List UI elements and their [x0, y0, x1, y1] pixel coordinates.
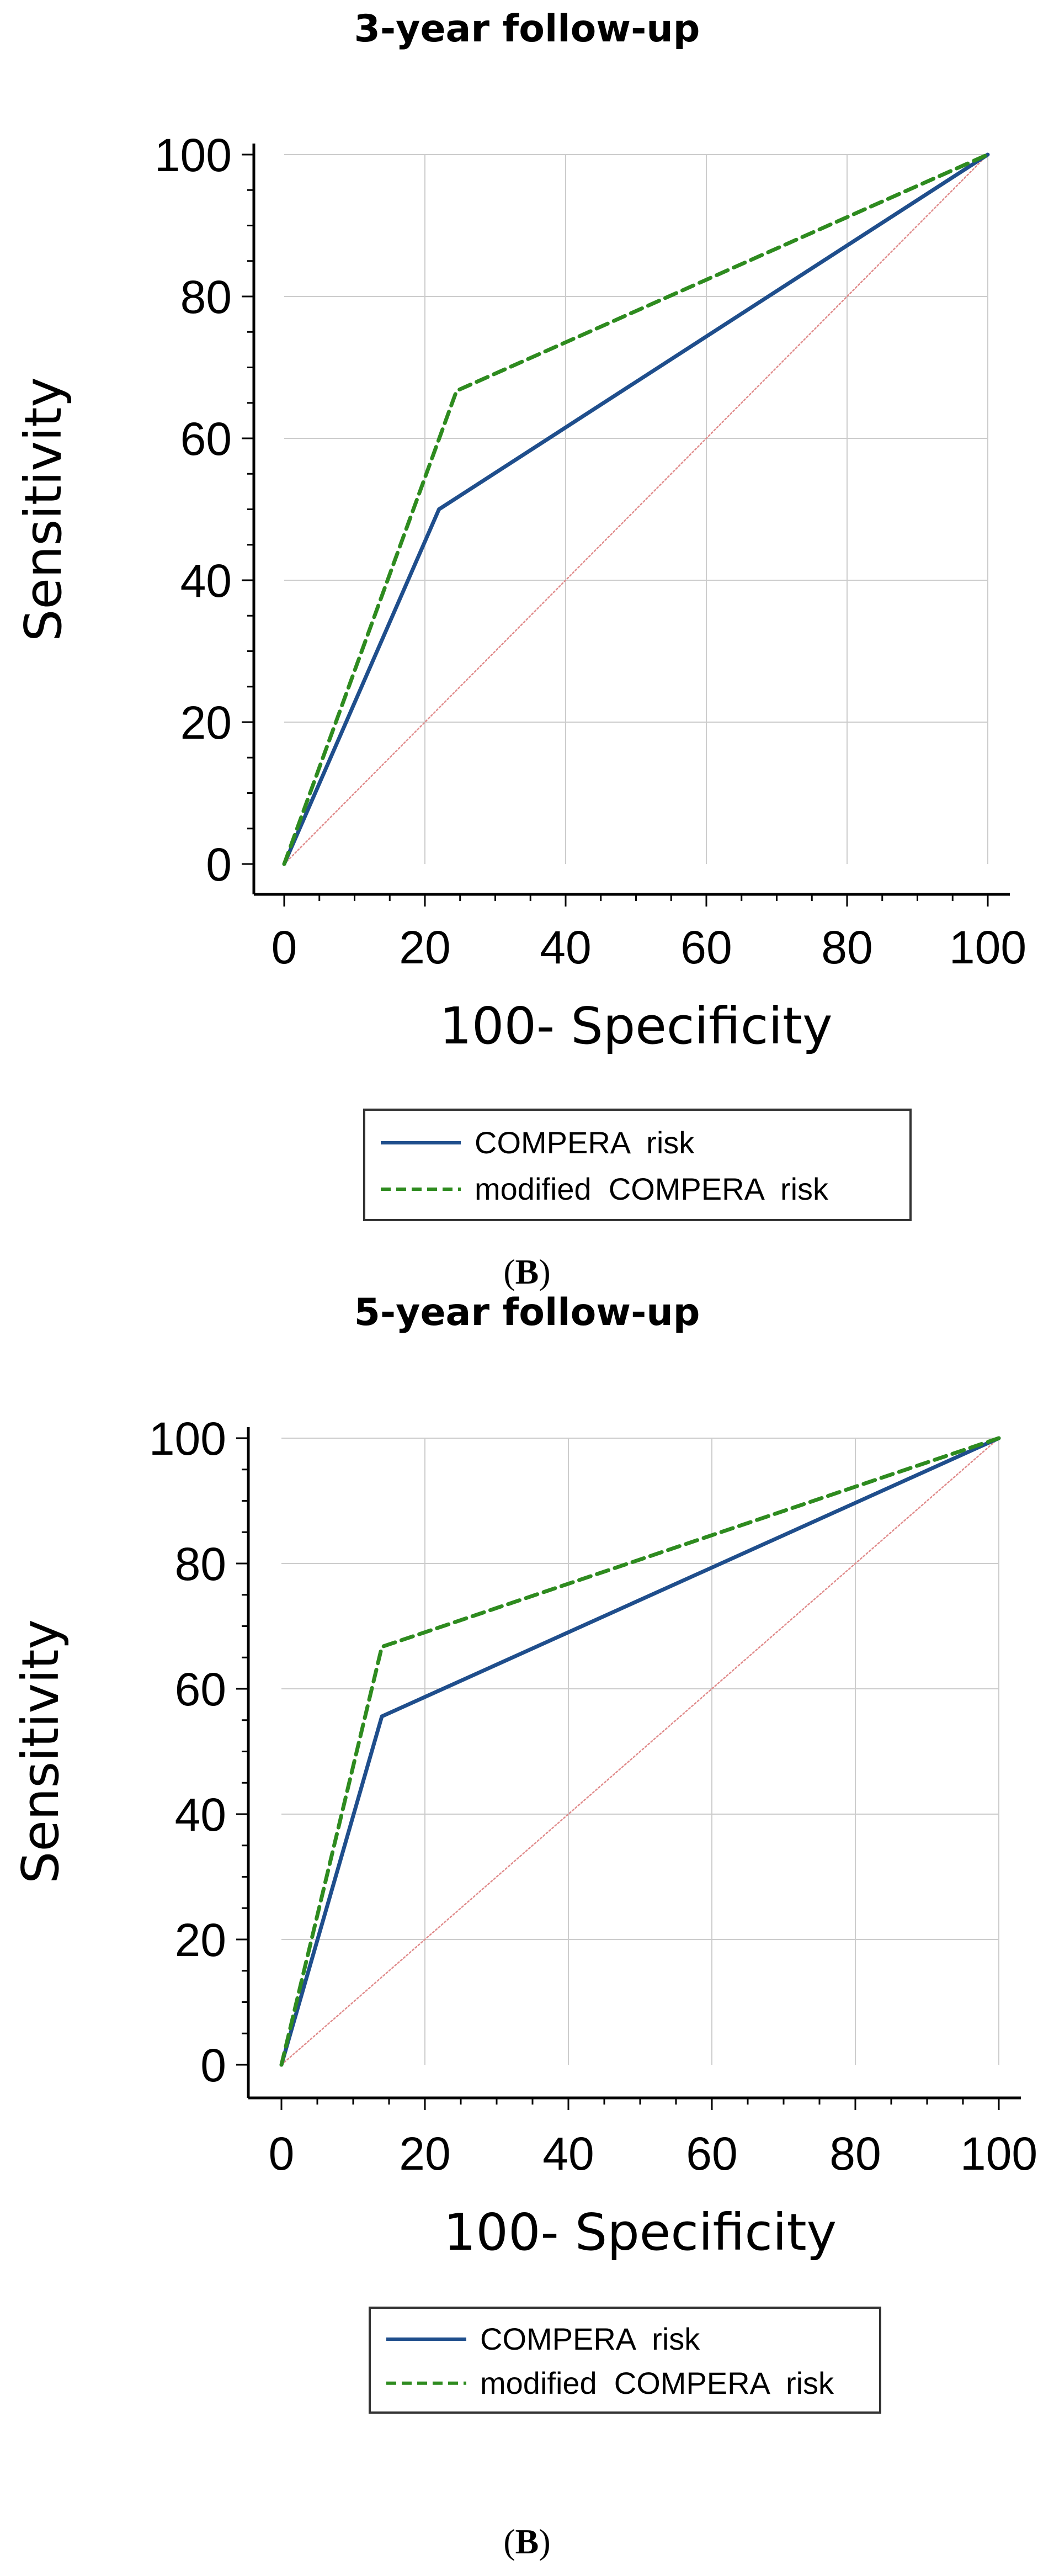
legend: COMPERA risk modified COMPERA risk: [363, 1109, 912, 1221]
y-axis-label: Sensitivity: [11, 1619, 70, 1884]
x-tick-label: 60: [686, 2128, 737, 2180]
legend-box: [363, 1109, 912, 1221]
panel-label-close: ): [539, 1252, 550, 1291]
legend-box: [369, 2307, 881, 2414]
legend-label-modified-compera-risk: modified COMPERA risk: [480, 2366, 834, 2400]
x-tick-label: 100: [949, 921, 1026, 973]
x-axis-label: 100- Specificity: [439, 997, 832, 1056]
y-tick-label: 80: [175, 1538, 226, 1590]
y-tick-label: 80: [180, 271, 232, 323]
chart-panel-2: 5-year follow-up 0 20 40 60 80 100 0 20 40 60 80 100…: [11, 1291, 1037, 2561]
panel-label: (B): [503, 1252, 550, 1291]
y-axis-label: Sensitivity: [14, 377, 73, 642]
y-tick-label: 60: [175, 1663, 226, 1715]
axis-ticks: [236, 1437, 1000, 2110]
chart-panel-1: 3-year follow-up 0 20 40 60 80 100 0 20 40 60 80 100…: [14, 7, 1026, 1291]
x-tick-label: 80: [829, 2128, 881, 2180]
chart-title: 5-year follow-up: [354, 1291, 700, 1334]
series-line-compera-risk: [282, 152, 990, 866]
y-tick-label: 100: [149, 1413, 226, 1465]
legend-label-compera-risk: COMPERA risk: [475, 1125, 695, 1160]
y-tick-label: 100: [155, 129, 232, 181]
axis-ticks: [242, 153, 989, 907]
y-tick-label: 40: [180, 555, 232, 607]
panel-label-close: ): [539, 2522, 550, 2561]
series-line-reference: [283, 153, 989, 865]
panel-label-open: (: [503, 1252, 515, 1291]
y-tick-label: 40: [175, 1789, 226, 1841]
chart-title: 3-year follow-up: [354, 7, 700, 51]
x-tick-label: 20: [399, 2128, 450, 2180]
x-tick-label: 40: [542, 2128, 594, 2180]
series-line-compera-risk: [279, 1436, 1001, 2067]
panel-label-letter: B: [515, 1252, 539, 1291]
series-line-modified-compera-risk: [282, 152, 990, 866]
legend-label-modified-compera-risk: modified COMPERA risk: [475, 1172, 829, 1206]
grid: [281, 1438, 999, 2065]
x-axis-label: 100- Specificity: [444, 2203, 837, 2262]
x-tick-label: 0: [269, 2128, 295, 2180]
panel-label: (B): [503, 2522, 550, 2561]
x-tick-label: 20: [399, 921, 450, 973]
grid: [284, 154, 988, 864]
series-line-modified-compera-risk: [279, 1436, 1001, 2067]
series-line-reference: [280, 1437, 1000, 2066]
x-tick-label: 40: [540, 921, 591, 973]
panel-label-open: (: [503, 2522, 515, 2561]
y-tick-label: 60: [180, 413, 232, 465]
legend-label-compera-risk: COMPERA risk: [480, 2321, 700, 2356]
y-tick-label: 20: [180, 697, 232, 749]
x-tick-label: 100: [960, 2128, 1037, 2180]
y-tick-label: 0: [200, 2039, 226, 2091]
x-tick-label: 60: [680, 921, 732, 973]
y-tick-label: 20: [175, 1914, 226, 1966]
panel-label-letter: B: [515, 2522, 539, 2561]
legend: COMPERA risk modified COMPERA risk: [369, 2307, 881, 2414]
y-tick-label: 0: [206, 839, 232, 891]
x-tick-label: 80: [821, 921, 872, 973]
x-tick-label: 0: [272, 921, 297, 973]
